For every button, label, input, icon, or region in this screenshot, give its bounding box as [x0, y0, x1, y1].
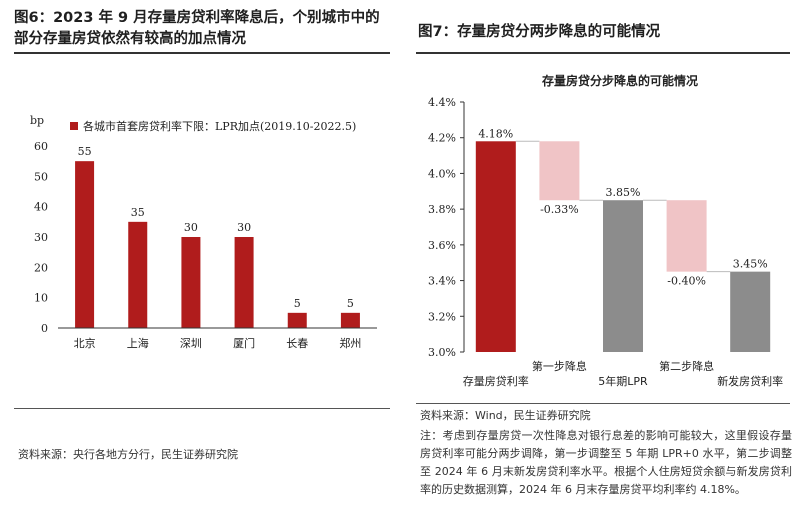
fig6-data-label: 5 — [294, 297, 301, 310]
fig6-bar — [75, 161, 95, 328]
fig6-category-label: 深圳 — [180, 337, 202, 350]
figure6-title-rule — [14, 52, 390, 54]
fig6-legend: 各城市首套房贷利率下限：LPR加点(2019.10-2022.5) — [70, 119, 356, 133]
fig6-data-label: 5 — [347, 297, 354, 310]
fig6-bar — [340, 312, 360, 328]
figure7-chart: 存量房贷分步降息的可能情况 3.0% 3.2% 3.4% 3.6% 3.8% 4.0% 4.… — [428, 73, 783, 388]
fig7-total-bar — [730, 271, 771, 352]
fig7-category-label: 存量房贷利率 — [463, 374, 529, 388]
fig7-data-label: 3.85% — [606, 186, 641, 199]
fig6-legend-swatch — [70, 122, 78, 130]
fig7-chart-title: 存量房贷分步降息的可能情况 — [541, 73, 698, 88]
fig7-total-bar — [475, 141, 516, 352]
fig7-category-label: 5年期LPR — [598, 374, 648, 388]
fig6-ytick-label: 10 — [34, 292, 48, 305]
fig6-bar — [181, 237, 201, 328]
fig6-data-label: 30 — [184, 221, 198, 234]
fig7-ytick-label: 3.0% — [428, 346, 456, 359]
fig6-bar — [287, 312, 307, 328]
figure6-title: 图6：2023 年 9 月存量房贷利率降息后，个别城市中的部分存量房贷依然有较高… — [14, 10, 380, 47]
fig6-category-label: 上海 — [127, 336, 149, 350]
fig7-ytick-label: 4.2% — [428, 132, 456, 145]
fig6-bar — [128, 221, 148, 328]
fig7-category-label: 第一步降息 — [532, 359, 587, 373]
figure6-footer-rule — [14, 408, 390, 409]
figure7-note: 注：考虑到存量房贷一次性降息对银行息差的影响可能较大，这里假设存量房贷利率可能分… — [420, 429, 792, 496]
fig6-bar — [234, 237, 254, 328]
fig6-legend-label: 各城市首套房贷利率下限：LPR加点(2019.10-2022.5) — [83, 119, 356, 133]
fig7-data-label: 4.18% — [478, 127, 513, 140]
fig7-ytick-label: 3.2% — [428, 310, 456, 323]
fig6-data-label: 55 — [78, 145, 92, 158]
fig7-ytick-label: 4.4% — [428, 96, 456, 109]
fig6-ytick-label: 0 — [41, 322, 48, 335]
fig7-ytick-label: 3.8% — [428, 203, 456, 216]
fig7-delta-bar — [539, 141, 580, 201]
fig6-category-label: 厦门 — [233, 336, 255, 350]
fig7-data-label: -0.33% — [540, 203, 579, 216]
fig6-ytick-label: 30 — [34, 231, 48, 244]
fig6-category-label: 北京 — [74, 336, 96, 350]
fig6-category-label: 郑州 — [339, 336, 361, 350]
fig6-data-label: 30 — [237, 221, 251, 234]
fig6-data-label: 35 — [131, 206, 145, 219]
fig7-data-label: -0.40% — [667, 275, 706, 288]
figure7-source: 资料来源：Wind，民生证券研究院 — [420, 409, 591, 422]
fig7-category-label: 新发房贷利率 — [717, 374, 783, 388]
fig6-ytick-label: 40 — [34, 201, 48, 214]
figure7-title: 图7：存量房贷分两步降息的可能情况 — [418, 24, 661, 40]
fig6-ytick-label: 20 — [34, 261, 48, 274]
figure7-title-rule — [416, 52, 790, 54]
fig6-ytick-label: 50 — [34, 170, 48, 183]
fig7-total-bar — [603, 200, 643, 352]
fig7-delta-bar — [666, 200, 707, 272]
fig7-ytick-label: 3.4% — [428, 275, 456, 288]
fig7-data-label: 3.45% — [733, 258, 768, 271]
fig7-ytick-label: 4.0% — [428, 167, 456, 180]
fig6-category-label: 长春 — [286, 337, 308, 350]
figure6-source: 资料来源：央行各地方分行，民生证券研究院 — [18, 448, 238, 461]
figure6-chart: bp 各城市首套房贷利率下限：LPR加点(2019.10-2022.5) 0 10… — [30, 114, 377, 350]
figure7-footer-rule — [416, 403, 790, 404]
fig7-category-label: 第二步降息 — [659, 359, 714, 373]
fig6-ytick-label: 60 — [34, 140, 48, 153]
fig6-ylabel: bp — [30, 114, 44, 127]
fig7-ytick-label: 3.6% — [428, 239, 456, 252]
